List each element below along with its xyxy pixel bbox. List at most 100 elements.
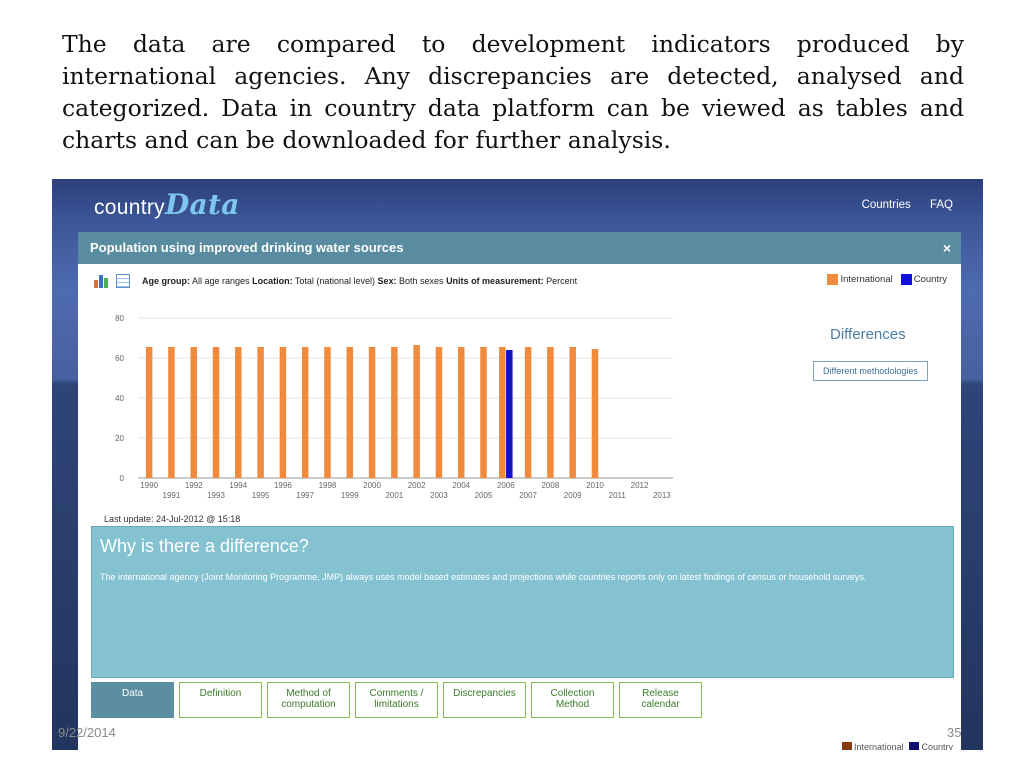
bar-international [279,347,287,478]
x-tick-label: 1995 [252,491,270,500]
x-tick-label: 2006 [497,481,515,490]
tab-definition[interactable]: Definition [179,682,262,718]
nav-countries[interactable]: Countries [861,199,911,211]
last-update: Last update: 24-Jul-2012 @ 15:18 [104,514,241,524]
meta-units-label: Units of measurement: [446,276,544,286]
x-tick-label: 2012 [631,481,649,490]
footer-legend: International Country [836,742,953,750]
x-tick-label: 2009 [564,491,582,500]
x-tick-label: 1998 [319,481,337,490]
x-tick-label: 2004 [452,481,470,490]
indicator-modal: Population using improved drinking water… [78,232,961,750]
x-tick-label: 2002 [408,481,426,490]
meta-location-label: Location: [252,276,293,286]
meta-location-value: Total (national level) [294,276,375,286]
modal-header: Population using improved drinking water… [78,232,961,264]
bar-chart: 0 20 40 60 80 1990 1991 1992 1993 1994 1995 1996 199… [115,314,673,500]
bar-international [257,347,264,478]
table-view-icon[interactable] [116,274,130,288]
intro-paragraph: The data are compared to development ind… [62,30,964,154]
meta-sex-value: Both sexes [399,276,444,286]
meta-age-label: Age group: [142,276,190,286]
footer-swatch-international [841,742,852,750]
x-tick-label: 1996 [274,481,292,490]
tab-release-calendar[interactable]: Release calendar [619,682,702,718]
y-tick-label: 60 [115,354,124,363]
bar-international [168,347,175,478]
x-tick-label: 2011 [609,491,627,500]
tab-comments-limitations[interactable]: Comments / limitations [355,682,438,718]
logo-accent: Data [164,188,240,221]
x-tick-label: 1997 [296,491,314,500]
bar-international [413,345,420,478]
bar-international [324,347,331,478]
bar-international [569,347,576,478]
bar-international [301,347,309,478]
x-tick-label: 1993 [207,491,225,500]
x-tick-label: 1991 [163,491,181,500]
screenshot: countryData Countries FAQ Population usi… [52,179,983,750]
y-tick-label: 80 [115,314,124,323]
filter-meta: Age group: All age ranges Location: Tota… [94,274,577,288]
why-difference-panel: Why is there a difference? The internati… [91,526,954,678]
tab-bar: Data Definition Method of computation Commen… [91,682,707,718]
bar-international [235,347,242,478]
slide-date: 9/22/2014 [58,725,116,740]
x-tick-label: 2010 [586,481,604,490]
bar-international [499,347,506,478]
tab-collection-method[interactable]: Collection Method [531,682,614,718]
meta-age-value: All age ranges [192,276,250,286]
bar-international [145,347,153,478]
x-tick-label: 1992 [185,481,203,490]
x-tick-label: 2007 [519,491,537,500]
x-tick-label: 2000 [363,481,381,490]
tab-method-of-computation[interactable]: Method of computation [267,682,350,718]
why-text: The international agency (Joint Monitori… [100,572,867,582]
chart-view-icon[interactable] [94,274,110,288]
bar-international [391,347,398,478]
bar-international [480,347,487,478]
top-nav: Countries FAQ [846,199,953,211]
footer-legend-international: International [853,742,904,750]
legend-swatch-international [827,274,839,285]
legend-international[interactable]: International [840,274,893,285]
x-tick-label: 2001 [385,491,403,500]
x-tick-label: 2005 [475,491,493,500]
x-tick-label: 1999 [341,491,359,500]
tab-data[interactable]: Data [91,682,174,718]
close-icon[interactable]: × [942,240,951,256]
chart-legend: International Country [819,274,947,285]
meta-sex-label: Sex: [377,276,397,286]
bar-international [547,347,554,478]
bar-international [524,347,532,478]
bar-international [190,347,197,478]
different-methodologies-button[interactable]: Different methodologies [813,361,928,381]
x-tick-label: 2013 [653,491,671,500]
why-title: Why is there a difference? [100,536,309,556]
bar-international [457,347,465,478]
x-tick-label: 2003 [430,491,448,500]
legend-country[interactable]: Country [913,274,947,285]
footer-legend-country: Country [921,742,953,750]
bar-international [591,349,599,478]
site-logo[interactable]: countryData [94,188,240,221]
tab-discrepancies[interactable]: Discrepancies [443,682,526,718]
differences-title: Differences [830,326,906,343]
bar-international [346,347,354,478]
x-tick-label: 2008 [541,481,559,490]
bar-international [212,347,220,478]
bar-international [368,347,376,478]
y-tick-label: 20 [115,434,124,443]
logo-text: country [94,196,165,219]
x-tick-label: 1994 [229,481,247,490]
slide-number: 35 [947,725,962,740]
legend-swatch-country [900,274,912,285]
nav-faq[interactable]: FAQ [929,199,953,211]
bar-international [435,347,443,478]
x-tick-label: 1990 [140,481,158,490]
footer-swatch-country [909,742,920,750]
y-tick-label: 40 [115,394,124,403]
modal-title: Population using improved drinking water… [90,240,404,255]
y-tick-label: 0 [120,474,125,483]
meta-units-value: Percent [546,276,578,286]
